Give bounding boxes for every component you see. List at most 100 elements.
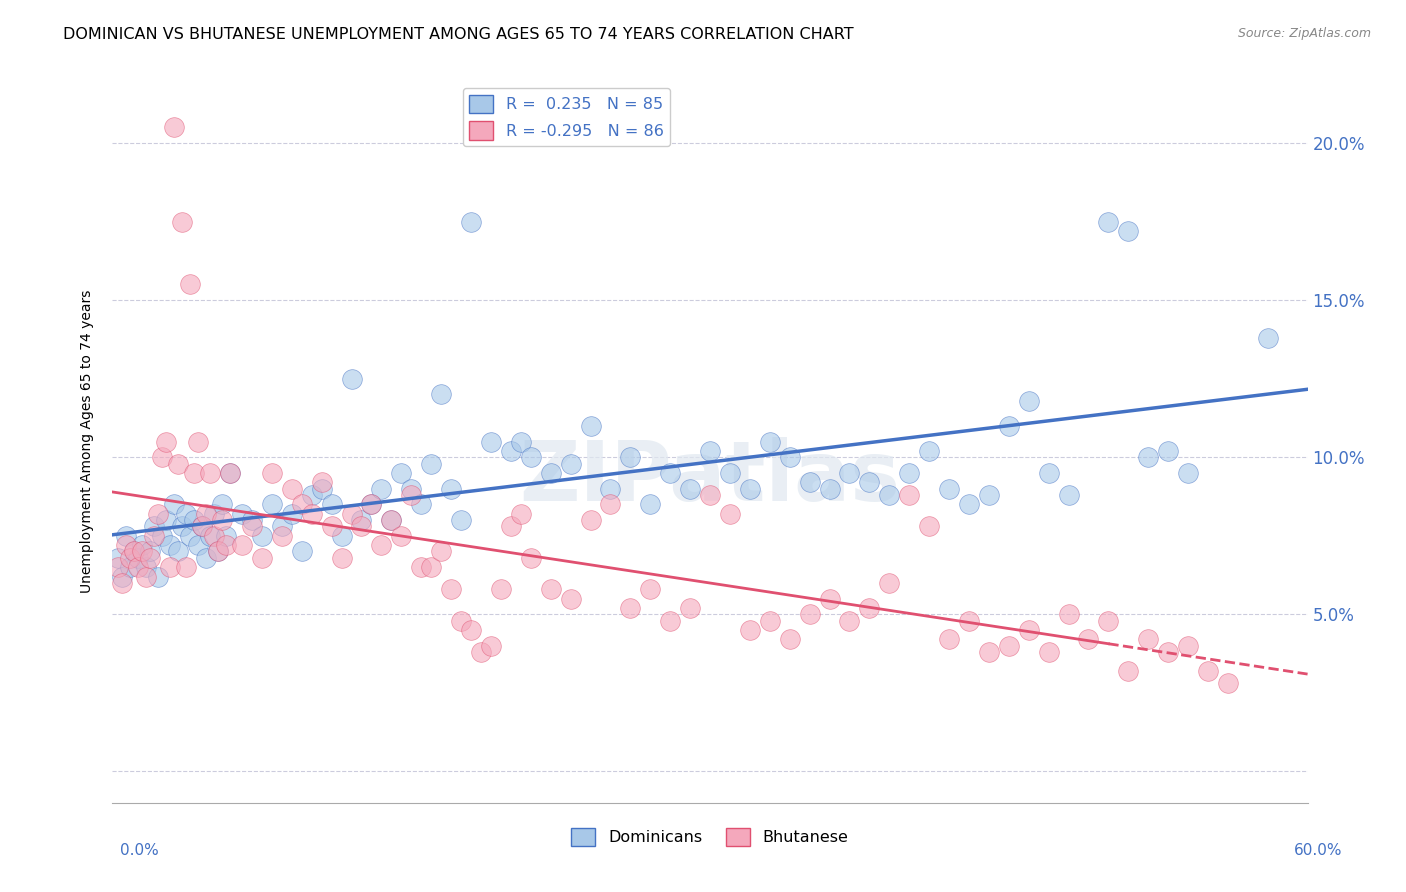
Point xyxy=(1157,645,1180,659)
Point xyxy=(520,450,543,465)
Point xyxy=(479,434,502,449)
Point xyxy=(1137,450,1160,465)
Point xyxy=(460,623,482,637)
Point xyxy=(401,488,423,502)
Point xyxy=(172,519,194,533)
Point xyxy=(183,466,205,480)
Point xyxy=(380,513,402,527)
Point xyxy=(460,214,482,228)
Point xyxy=(187,434,209,449)
Point xyxy=(1057,607,1080,622)
Point xyxy=(159,538,181,552)
Point xyxy=(350,519,373,533)
Point xyxy=(640,582,662,597)
Point xyxy=(489,582,512,597)
Text: Source: ZipAtlas.com: Source: ZipAtlas.com xyxy=(1237,27,1371,40)
Point xyxy=(1257,331,1279,345)
Point xyxy=(330,550,353,565)
Point xyxy=(281,482,304,496)
Point xyxy=(738,482,761,496)
Point xyxy=(143,519,166,533)
Point xyxy=(250,550,273,565)
Point xyxy=(640,497,662,511)
Point xyxy=(124,544,146,558)
Point xyxy=(679,601,702,615)
Point xyxy=(579,418,602,433)
Point xyxy=(211,497,233,511)
Point xyxy=(1118,224,1140,238)
Point xyxy=(440,582,463,597)
Point xyxy=(838,466,860,480)
Point xyxy=(139,550,162,565)
Point xyxy=(799,607,821,622)
Point xyxy=(938,482,960,496)
Point xyxy=(131,544,153,558)
Point xyxy=(699,444,721,458)
Point xyxy=(411,560,433,574)
Point xyxy=(430,544,453,558)
Point xyxy=(159,560,181,574)
Point xyxy=(799,475,821,490)
Point xyxy=(1018,393,1040,408)
Point xyxy=(1057,488,1080,502)
Text: DOMINICAN VS BHUTANESE UNEMPLOYMENT AMONG AGES 65 TO 74 YEARS CORRELATION CHART: DOMINICAN VS BHUTANESE UNEMPLOYMENT AMON… xyxy=(63,27,853,42)
Point xyxy=(202,529,225,543)
Text: ZIPatlas: ZIPatlas xyxy=(520,437,900,518)
Point xyxy=(115,529,138,543)
Point xyxy=(260,497,283,511)
Point xyxy=(879,575,901,590)
Point xyxy=(470,645,492,659)
Point xyxy=(215,529,238,543)
Point xyxy=(163,497,186,511)
Y-axis label: Unemployment Among Ages 65 to 74 years: Unemployment Among Ages 65 to 74 years xyxy=(80,290,94,593)
Point xyxy=(301,488,323,502)
Point xyxy=(340,507,363,521)
Point xyxy=(420,457,443,471)
Point xyxy=(163,120,186,135)
Point xyxy=(509,434,531,449)
Point xyxy=(1097,214,1119,228)
Point xyxy=(718,466,741,480)
Point xyxy=(167,544,190,558)
Point xyxy=(858,475,880,490)
Point xyxy=(411,497,433,511)
Point xyxy=(509,507,531,521)
Point xyxy=(311,475,333,490)
Point xyxy=(977,488,1000,502)
Point xyxy=(957,497,980,511)
Point xyxy=(155,434,177,449)
Point xyxy=(450,513,472,527)
Point xyxy=(918,519,941,533)
Point xyxy=(977,645,1000,659)
Point xyxy=(499,444,522,458)
Point xyxy=(207,544,229,558)
Point xyxy=(430,387,453,401)
Point xyxy=(115,538,138,552)
Point xyxy=(179,277,201,292)
Point xyxy=(202,507,225,521)
Point xyxy=(174,560,197,574)
Point xyxy=(120,550,142,565)
Point xyxy=(1118,664,1140,678)
Point xyxy=(150,529,173,543)
Point xyxy=(560,457,582,471)
Point xyxy=(191,519,214,533)
Point xyxy=(195,550,218,565)
Point xyxy=(998,418,1021,433)
Point xyxy=(1157,444,1180,458)
Point xyxy=(219,466,242,480)
Point xyxy=(340,372,363,386)
Point xyxy=(420,560,443,574)
Point xyxy=(124,544,146,558)
Point xyxy=(231,507,253,521)
Point xyxy=(250,529,273,543)
Point xyxy=(291,544,314,558)
Point xyxy=(1018,623,1040,637)
Point xyxy=(260,466,283,480)
Point xyxy=(1038,466,1060,480)
Point xyxy=(818,482,841,496)
Point xyxy=(520,550,543,565)
Point xyxy=(560,591,582,606)
Point xyxy=(380,513,402,527)
Point xyxy=(540,582,562,597)
